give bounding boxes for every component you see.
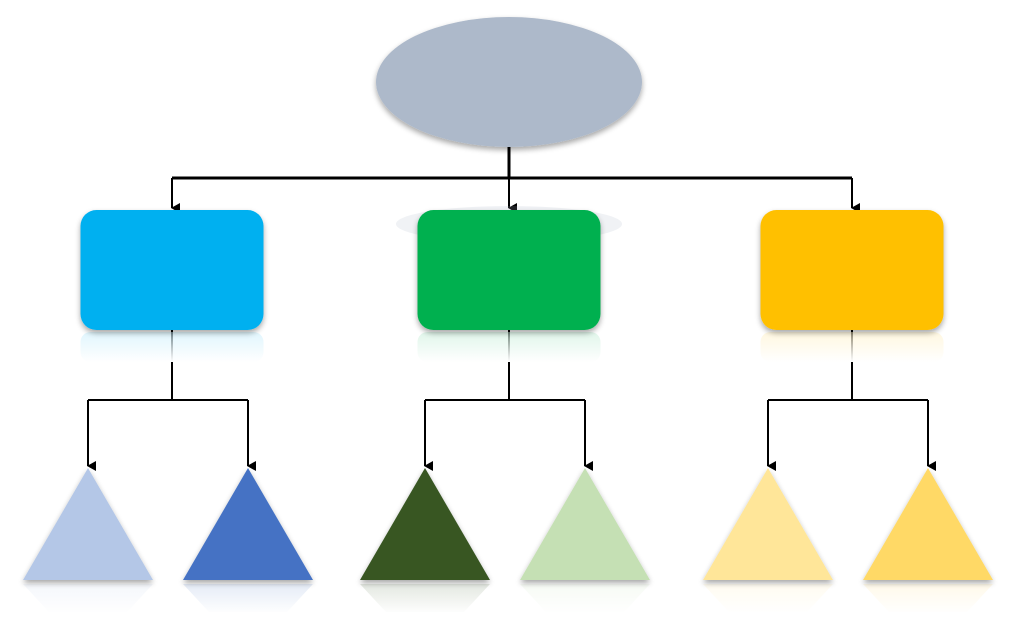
child-reflection-fade-3-1 xyxy=(703,584,833,614)
shape-layer xyxy=(23,17,993,580)
root-node xyxy=(376,17,642,147)
branch-node-3 xyxy=(760,210,944,330)
child-reflection-fade-2-1 xyxy=(360,584,490,614)
child-reflection-fade-1-1 xyxy=(23,584,153,614)
child-reflection-fade-3-2 xyxy=(863,584,993,614)
child-node-3-1 xyxy=(703,468,833,580)
child-reflection-fade-2-2 xyxy=(520,584,650,614)
connector-layer xyxy=(87,147,936,471)
child-node-3-2 xyxy=(863,468,993,580)
branch-node-2 xyxy=(417,210,601,330)
child-node-2-2 xyxy=(520,468,650,580)
branch-reflection-fade-3 xyxy=(760,332,944,362)
branch-reflection-fade-2 xyxy=(417,332,601,362)
child-node-2-1 xyxy=(360,468,490,580)
child-node-1-2 xyxy=(183,468,313,580)
child-reflection-fade-1-2 xyxy=(183,584,313,614)
branch-reflection-fade-1 xyxy=(80,332,264,362)
child-node-1-1 xyxy=(23,468,153,580)
branch-node-1 xyxy=(80,210,264,330)
